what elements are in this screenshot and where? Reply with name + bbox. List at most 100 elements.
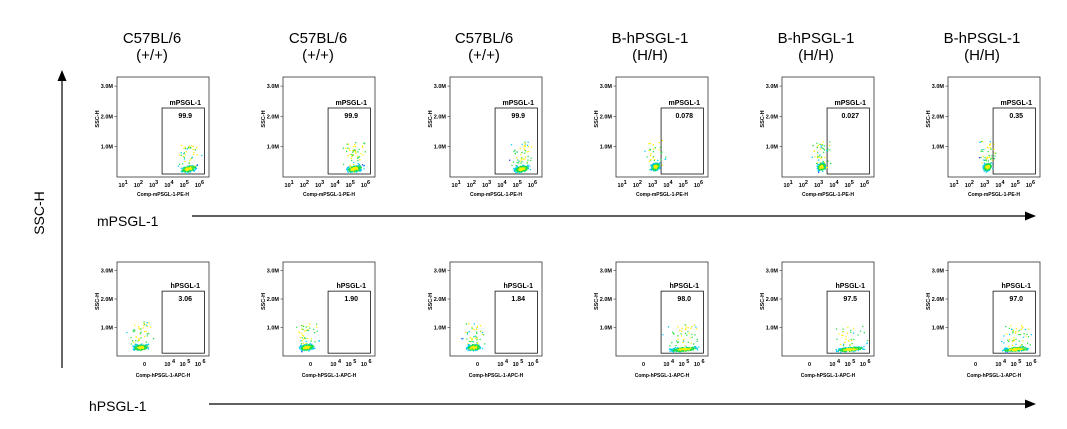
event-dot <box>821 170 824 173</box>
x-tick-label: 10 <box>845 362 851 368</box>
event-dot <box>358 163 361 166</box>
event-dot <box>1010 325 1012 327</box>
event-dot <box>849 346 851 349</box>
event-dot <box>354 142 357 144</box>
event-dot <box>364 151 366 153</box>
event-dot <box>680 350 683 352</box>
event-dot <box>309 347 311 350</box>
x-tick-label: 10 <box>663 183 669 189</box>
event-dot <box>310 338 313 340</box>
event-dot <box>827 148 829 150</box>
x-tick-label: 10 <box>497 362 503 368</box>
event-dot <box>823 161 826 164</box>
event-dot <box>190 157 193 159</box>
event-dot <box>519 160 521 162</box>
event-dot <box>465 331 467 334</box>
event-dot <box>820 146 822 149</box>
x-tick-exponent: 5 <box>685 180 688 186</box>
event-dot <box>824 167 826 169</box>
event-dot <box>135 343 137 346</box>
event-dot <box>143 322 145 325</box>
x-tick-exponent: 1 <box>624 180 627 186</box>
event-dot <box>651 169 653 171</box>
x-tick-exponent: 4 <box>503 180 507 186</box>
event-dot <box>348 148 351 150</box>
event-dot <box>473 336 475 338</box>
event-dot <box>194 166 197 168</box>
event-dot <box>857 334 859 336</box>
event-dot <box>138 325 140 328</box>
plot-frame <box>615 261 709 357</box>
x-tick-exponent: 4 <box>338 359 342 365</box>
panel-x-axis-title: Comp-mPSGL-1-PE-H <box>968 192 1020 198</box>
event-dot <box>983 164 985 167</box>
x-tick-label: 10 <box>1011 362 1017 368</box>
y-tick-label: 3.0M <box>932 84 945 90</box>
event-dot <box>866 342 868 345</box>
event-dot <box>186 172 188 175</box>
event-dot <box>823 151 825 154</box>
event-dot <box>182 169 184 171</box>
event-dot <box>298 347 301 350</box>
panel-y-axis-title: SSC-H <box>594 293 600 310</box>
event-dot <box>138 349 140 351</box>
event-dot <box>653 170 655 172</box>
event-dot <box>819 143 821 146</box>
x-tick-exponent: 3 <box>986 180 989 186</box>
event-dot <box>524 158 526 160</box>
event-dot <box>1024 328 1027 331</box>
panel-y-axis-title: SSC-H <box>261 110 267 127</box>
event-dot <box>363 142 365 144</box>
x-tick-exponent: 5 <box>520 359 523 365</box>
event-dot <box>1001 340 1003 343</box>
event-dot <box>519 147 521 150</box>
event-dot <box>653 168 656 170</box>
y-tick-label: 3.0M <box>600 269 613 275</box>
event-dot <box>1009 350 1011 353</box>
event-dot <box>184 166 186 169</box>
event-dot <box>525 165 528 168</box>
event-dot <box>359 169 361 171</box>
x-tick-exponent: 5 <box>186 180 189 186</box>
event-dot <box>684 332 687 335</box>
event-dot <box>845 338 847 340</box>
x-tick-exponent: 3 <box>488 180 491 186</box>
event-dot <box>1008 338 1011 341</box>
x-tick-label: 10 <box>950 183 956 189</box>
y-tick-label: 3.0M <box>434 269 447 275</box>
event-dot <box>363 168 365 170</box>
event-dot <box>301 349 304 351</box>
event-dot <box>818 166 820 168</box>
y-axis-label: SSC-H <box>31 191 47 235</box>
event-dot <box>649 148 651 150</box>
event-dot <box>841 334 843 336</box>
event-dot <box>691 325 693 328</box>
plot-frame <box>116 261 210 357</box>
event-dot <box>472 328 474 330</box>
event-dot <box>353 149 355 151</box>
x-tick-exponent: 4 <box>505 359 509 365</box>
event-dot <box>143 321 145 323</box>
panel-x-axis-title: Comp-mPSGL-1-PE-H <box>137 192 189 198</box>
y-tick-label: 2.0M <box>267 114 280 120</box>
event-dot <box>846 332 849 334</box>
event-dot <box>194 169 197 171</box>
event-dot <box>182 167 184 169</box>
event-dot <box>655 163 657 165</box>
event-dot <box>474 349 477 352</box>
event-dot <box>312 345 314 348</box>
y-tick-label: 1.0M <box>267 145 280 151</box>
event-dot <box>184 146 186 148</box>
event-dot <box>689 327 692 329</box>
event-dot <box>671 342 673 344</box>
event-dot <box>660 159 662 161</box>
event-dot <box>829 162 832 165</box>
event-dot <box>816 162 819 164</box>
event-dot <box>355 171 358 173</box>
event-dot <box>186 148 189 150</box>
event-dot <box>342 163 345 166</box>
event-dot <box>126 331 128 334</box>
x-tick-exponent: 1 <box>790 180 793 186</box>
panel-x-axis-title: Comp-mPSGL-1-PE-H <box>802 192 854 198</box>
